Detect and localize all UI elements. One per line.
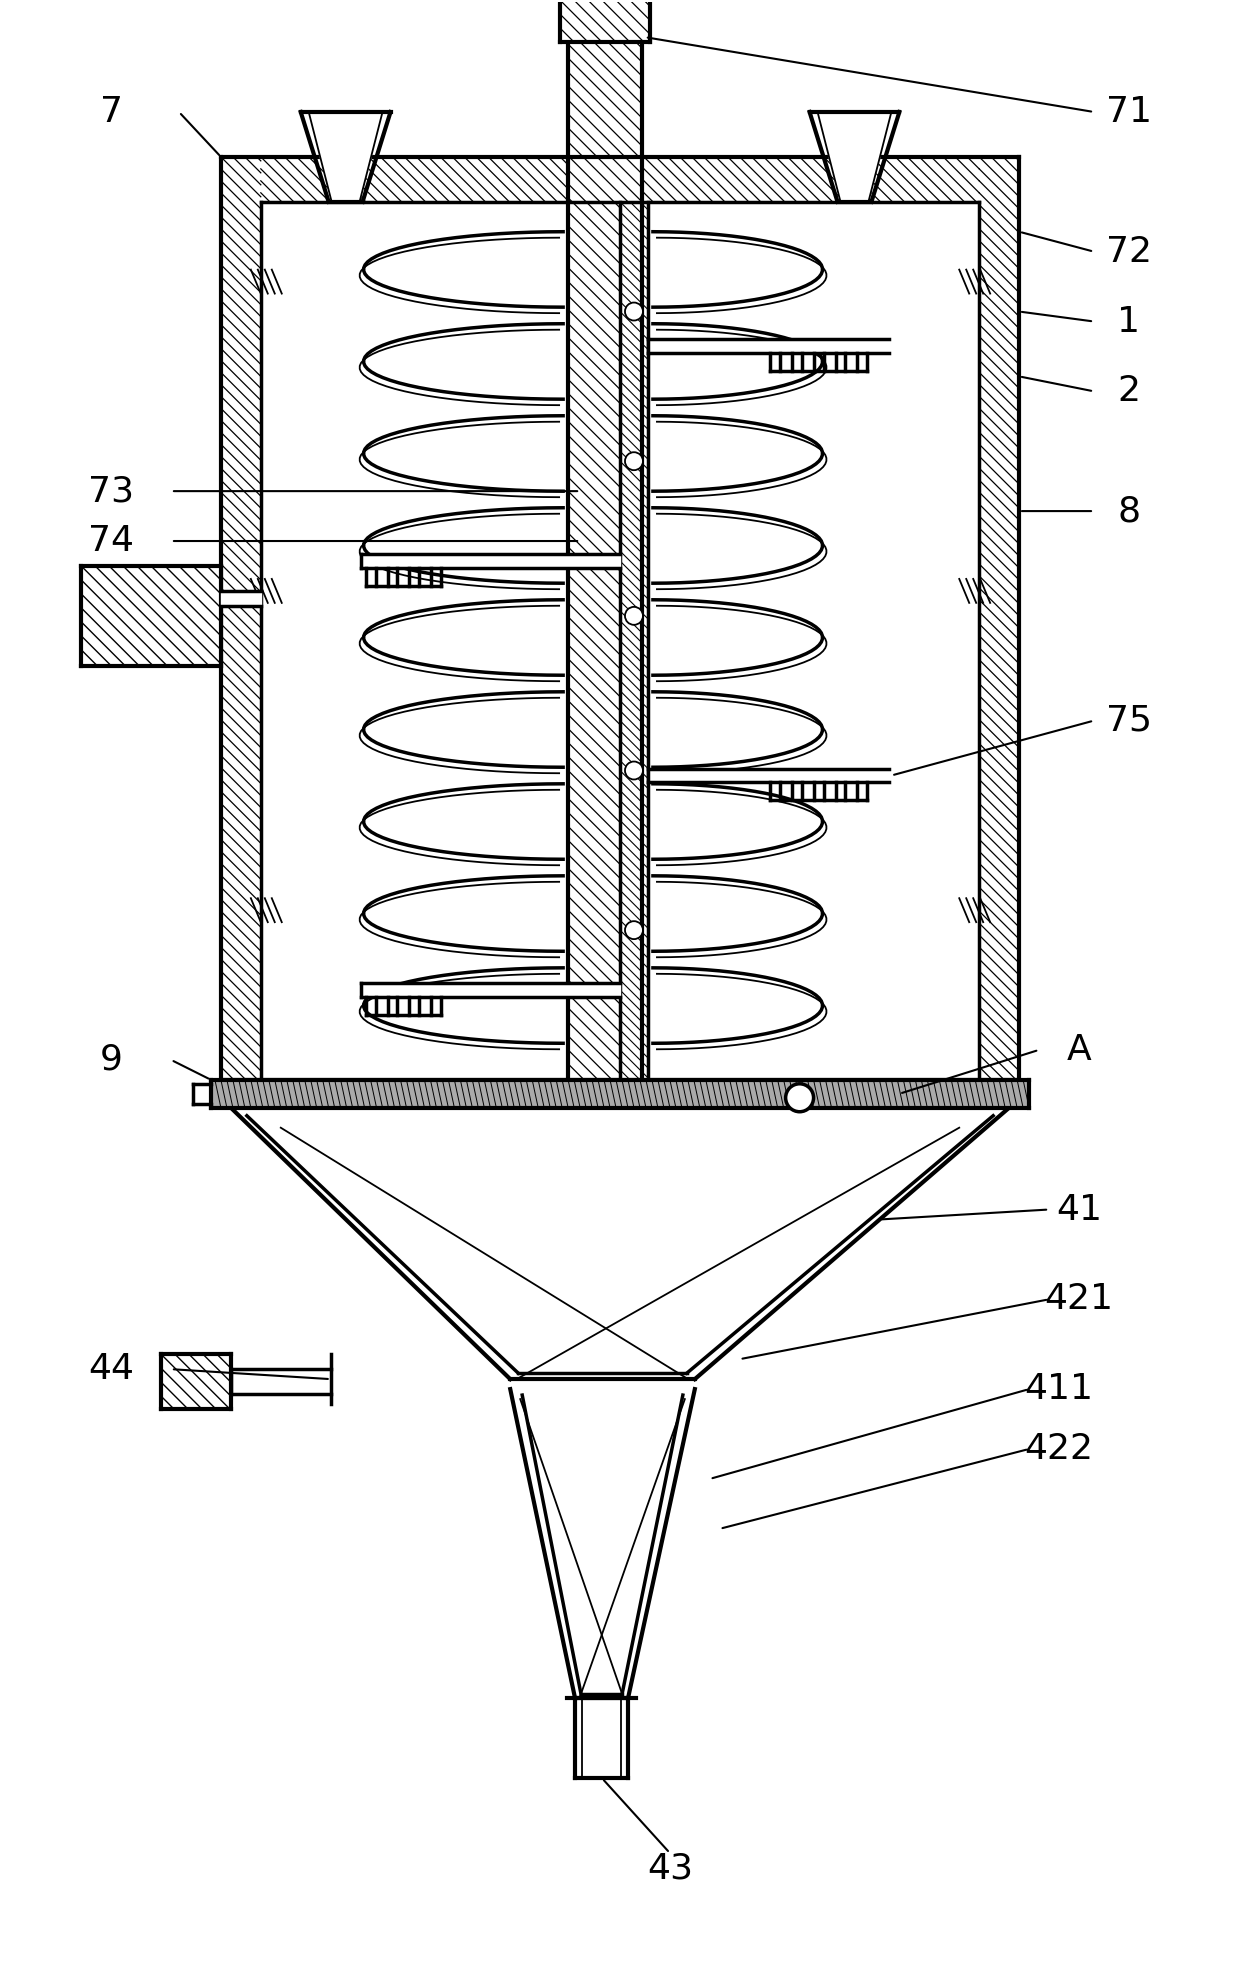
Polygon shape <box>81 566 221 666</box>
Text: 421: 421 <box>1044 1282 1114 1315</box>
Text: 1: 1 <box>1117 304 1141 338</box>
Polygon shape <box>361 984 620 997</box>
Text: 2: 2 <box>1117 374 1141 409</box>
Text: 7: 7 <box>99 95 123 129</box>
Polygon shape <box>817 111 892 203</box>
Text: 73: 73 <box>88 475 134 509</box>
Polygon shape <box>221 590 260 606</box>
Text: 43: 43 <box>647 1852 693 1886</box>
Text: 44: 44 <box>88 1353 134 1387</box>
Text: A: A <box>1066 1033 1091 1067</box>
Text: 75: 75 <box>1106 703 1152 737</box>
Circle shape <box>625 761 644 779</box>
Text: 9: 9 <box>99 1043 123 1077</box>
Polygon shape <box>649 769 889 783</box>
Text: 71: 71 <box>1106 95 1152 129</box>
Polygon shape <box>260 203 980 1079</box>
Text: 74: 74 <box>88 525 134 558</box>
Circle shape <box>625 922 644 940</box>
Circle shape <box>786 1083 813 1113</box>
Circle shape <box>625 302 644 320</box>
Text: 72: 72 <box>1106 234 1152 268</box>
Polygon shape <box>620 203 649 1079</box>
Text: 8: 8 <box>1117 495 1141 529</box>
Polygon shape <box>161 1355 231 1409</box>
Circle shape <box>625 453 644 471</box>
Text: 411: 411 <box>1024 1373 1094 1407</box>
Polygon shape <box>649 340 889 354</box>
Polygon shape <box>309 111 382 203</box>
Polygon shape <box>361 554 620 568</box>
Polygon shape <box>568 2 642 1079</box>
Polygon shape <box>211 1079 1029 1107</box>
Polygon shape <box>560 0 650 42</box>
Text: 422: 422 <box>1024 1433 1094 1466</box>
Text: 41: 41 <box>1056 1192 1102 1226</box>
Circle shape <box>625 606 644 624</box>
